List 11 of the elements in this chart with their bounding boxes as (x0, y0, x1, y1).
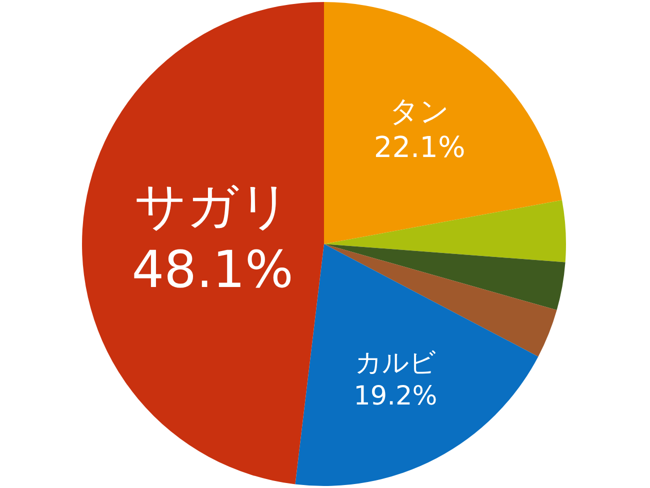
pie-slice (324, 244, 566, 310)
pie-slice (324, 2, 562, 244)
data-label: 19.2% (354, 381, 438, 412)
slice-label: カルビ (354, 348, 436, 379)
pie-slice (295, 244, 538, 486)
pie-slice (324, 200, 566, 262)
data-label: 22.1% (374, 130, 466, 164)
pie-slice (82, 2, 324, 484)
slice-label: タン (390, 94, 450, 128)
data-label: 48.1% (132, 240, 294, 299)
slice-label: サガリ (134, 176, 291, 236)
